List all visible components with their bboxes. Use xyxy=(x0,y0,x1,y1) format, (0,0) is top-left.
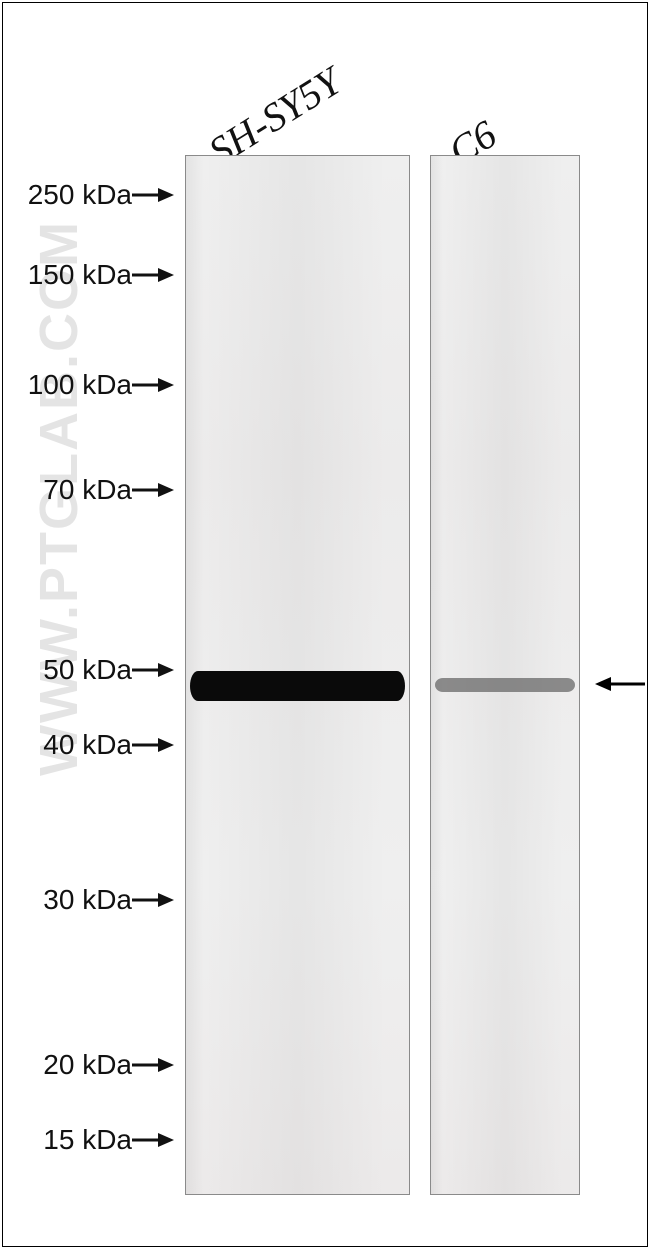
mw-marker: 15 kDa xyxy=(10,1126,174,1154)
mw-marker-label: 70 kDa xyxy=(10,474,132,506)
mw-marker-label: 150 kDa xyxy=(10,259,132,291)
arrow-right-icon xyxy=(132,185,174,205)
mw-marker: 40 kDa xyxy=(10,731,174,759)
arrow-right-icon xyxy=(132,265,174,285)
lane-background xyxy=(431,156,579,1194)
lane-labels-region: SH-SY5Y C6 xyxy=(0,0,650,150)
arrow-right-icon xyxy=(132,1055,174,1075)
mw-marker-label: 100 kDa xyxy=(10,369,132,401)
mw-marker-label: 20 kDa xyxy=(10,1049,132,1081)
blot-lanes-area xyxy=(170,155,590,1195)
western-blot-figure: WWW.PTGLAB.COM SH-SY5Y C6 250 kDa150 kDa… xyxy=(0,0,650,1249)
mw-marker: 250 kDa xyxy=(10,181,174,209)
blot-lane-1 xyxy=(185,155,410,1195)
mw-marker-label: 250 kDa xyxy=(10,179,132,211)
result-arrow-icon xyxy=(595,674,645,694)
mw-marker: 100 kDa xyxy=(10,371,174,399)
arrow-right-icon xyxy=(132,735,174,755)
mw-marker: 150 kDa xyxy=(10,261,174,289)
arrow-right-icon xyxy=(132,660,174,680)
protein-band xyxy=(435,678,575,692)
arrow-right-icon xyxy=(132,375,174,395)
mw-marker-label: 40 kDa xyxy=(10,729,132,761)
arrow-right-icon xyxy=(132,480,174,500)
mw-marker: 20 kDa xyxy=(10,1051,174,1079)
protein-band xyxy=(190,671,405,701)
mw-marker: 70 kDa xyxy=(10,476,174,504)
arrow-right-icon xyxy=(132,1130,174,1150)
mw-marker-label: 50 kDa xyxy=(10,654,132,686)
mw-marker: 50 kDa xyxy=(10,656,174,684)
arrow-right-icon xyxy=(132,890,174,910)
mw-marker: 30 kDa xyxy=(10,886,174,914)
blot-lane-2 xyxy=(430,155,580,1195)
mw-marker-label: 15 kDa xyxy=(10,1124,132,1156)
mw-marker-label: 30 kDa xyxy=(10,884,132,916)
